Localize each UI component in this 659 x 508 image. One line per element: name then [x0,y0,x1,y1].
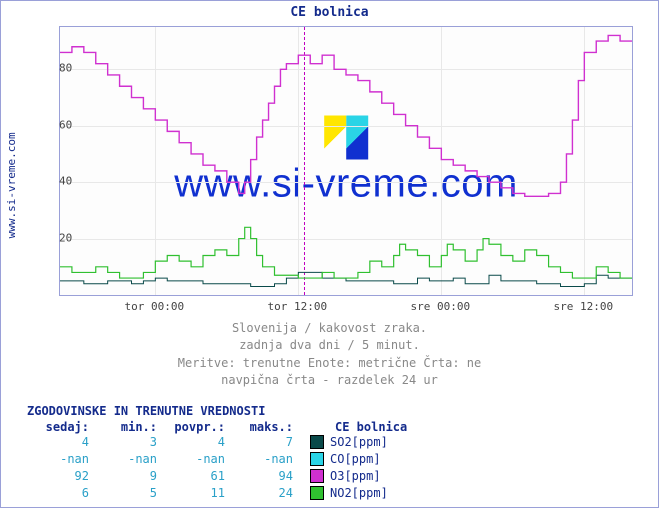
table-row: 9296194 O3[ppm] [27,468,413,485]
xtick-label: sre 12:00 [554,296,614,313]
ytick-label: 80 [59,62,65,75]
stats-col-header: maks.: [231,420,299,434]
series-svg [60,27,632,295]
plot-area: www.si-vreme.com [59,26,633,296]
legend-swatch-icon [310,469,324,483]
legend-label: SO2[ppm] [329,434,413,451]
caption-line: navpična črta - razdelek 24 ur [1,372,658,389]
stats-value: 61 [163,468,231,485]
legend-swatch-icon [310,435,324,449]
xtick-label: tor 12:00 [268,296,328,313]
ytick-label: 40 [59,175,65,188]
y-axis-label: www.si-vreme.com [5,132,18,238]
stats-value: 3 [95,434,163,451]
stats-value: 7 [231,434,299,451]
table-row: -nan-nan-nan-nanCO[ppm] [27,451,413,468]
chart-caption: Slovenija / kakovost zraka.zadnja dva dn… [1,320,658,390]
ytick-label: 60 [59,118,65,131]
stats-value: 94 [231,468,299,485]
stats-value: 4 [27,434,95,451]
table-row: 651124 NO2[ppm] [27,485,413,502]
legend-swatch-icon [310,486,324,500]
xtick-label: tor 00:00 [125,296,185,313]
caption-line: zadnja dva dni / 5 minut. [1,337,658,354]
stats-block: ZGODOVINSKE IN TRENUTNE VREDNOSTI sedaj:… [27,404,658,502]
series-NO2[ppm] [60,227,632,278]
chart-title: CE bolnica [1,1,658,20]
stats-value: -nan [27,451,95,468]
legend-swatch-icon [310,452,324,466]
stats-table: sedaj:min.:povpr.:maks.:CE bolnica4347SO… [27,420,413,502]
stats-value: -nan [95,451,163,468]
stats-value: -nan [163,451,231,468]
stats-value: 4 [163,434,231,451]
legend-label: O3[ppm] [329,468,413,485]
stats-col-header: min.: [95,420,163,434]
stats-station: CE bolnica [329,420,413,434]
ytick-label: 20 [59,231,65,244]
stats-title: ZGODOVINSKE IN TRENUTNE VREDNOSTI [27,404,658,418]
stats-value: 6 [27,485,95,502]
stats-col-header: povpr.: [163,420,231,434]
stats-col-header: sedaj: [27,420,95,434]
legend-label: CO[ppm] [329,451,413,468]
stats-value: 5 [95,485,163,502]
legend-label: NO2[ppm] [329,485,413,502]
stats-value: 11 [163,485,231,502]
series-O3[ppm] [60,35,632,196]
chart-frame: CE bolnica www.si-vreme.com www.si-vreme… [0,0,659,508]
stats-value: 92 [27,468,95,485]
series-SO2[ppm] [60,272,632,286]
xtick-label: sre 00:00 [411,296,471,313]
stats-value: -nan [231,451,299,468]
table-row: 4347SO2[ppm] [27,434,413,451]
stats-value: 24 [231,485,299,502]
stats-value: 9 [95,468,163,485]
caption-line: Meritve: trenutne Enote: metrične Črta: … [1,355,658,372]
caption-line: Slovenija / kakovost zraka. [1,320,658,337]
